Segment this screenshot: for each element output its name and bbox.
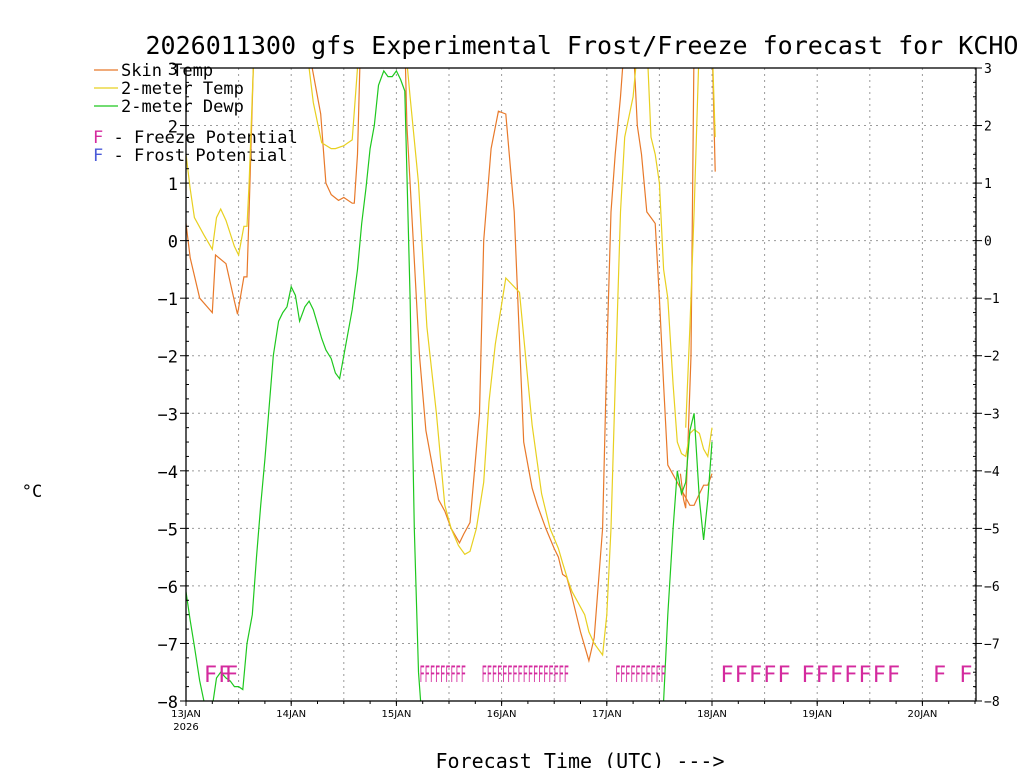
y-axis-label: °C bbox=[22, 482, 42, 502]
series-line-2-meter-temp bbox=[186, 68, 713, 657]
flag-legend-letter: F bbox=[93, 128, 103, 148]
grid-lines bbox=[186, 68, 976, 701]
freeze-flag-group: FF bbox=[204, 663, 233, 688]
series-group bbox=[186, 68, 716, 701]
freeze-flag-group: FFFFFFF bbox=[801, 663, 901, 688]
flag-legend-letter: F bbox=[93, 146, 103, 166]
y-tick-label: −8 bbox=[158, 693, 178, 713]
y-tick-label: −2 bbox=[158, 348, 178, 368]
flag-legend-entry: F - Frost Potential bbox=[93, 146, 287, 166]
x-tick-label: 17JAN bbox=[592, 709, 622, 720]
y-tick-label-right: −1 bbox=[984, 292, 1000, 307]
freeze-flag-group: F bbox=[959, 663, 973, 688]
series-line-2-meter-temp-part2 bbox=[685, 68, 716, 428]
y-tick-label: −3 bbox=[158, 405, 178, 425]
freeze-flag-group: FFFFFFFFFFFFFFFFF bbox=[482, 663, 569, 688]
freeze-flag-group: F bbox=[933, 663, 947, 688]
y-tick-label: −4 bbox=[158, 463, 178, 483]
plot-frame bbox=[185, 67, 977, 702]
y-tick-label-right: 3 bbox=[984, 62, 992, 77]
x-tick-label: 20JAN bbox=[907, 709, 937, 720]
y-tick-label-right: 2 bbox=[984, 120, 992, 135]
y-axis: −8 −8 −7 −7 −6 −6 −5 −5 −4 −4 −3 −3 −2 −2 −1 −1 0 0 1 1 2 2 3 3 bbox=[158, 60, 1000, 713]
legend-label: 2-meter Temp bbox=[121, 79, 244, 99]
y-tick-label: 1 bbox=[168, 175, 178, 195]
flag-legend-text: - Frost Potential bbox=[103, 146, 287, 166]
y-tick-label: −5 bbox=[158, 520, 178, 540]
flag-legend-entry: F - Freeze Potential bbox=[93, 128, 298, 148]
y-tick-label-right: −8 bbox=[984, 695, 1000, 710]
x-tick-label: 18JAN bbox=[697, 709, 727, 720]
y-tick-label-right: −2 bbox=[984, 350, 1000, 365]
x-tick-label: 13JAN bbox=[171, 709, 201, 720]
x-tick-label: 19JAN bbox=[802, 709, 832, 720]
y-tick-label: 0 bbox=[168, 233, 178, 253]
y-tick-label-right: 0 bbox=[984, 235, 992, 250]
legend-label: 2-meter Dewp bbox=[121, 97, 244, 117]
y-tick-label: −1 bbox=[158, 290, 178, 310]
x-axis-label: Forecast Time (UTC) ---> bbox=[436, 749, 725, 768]
y-tick-label: −6 bbox=[158, 578, 178, 598]
y-tick-label-right: 1 bbox=[984, 177, 992, 192]
y-tick-label-right: −5 bbox=[984, 522, 1000, 537]
freeze-flag-group: FFFFF bbox=[720, 663, 791, 688]
freeze-flag-group: FFFFFFFFF bbox=[420, 663, 466, 688]
x-axis: 13JAN 14JAN 15JAN 16JAN 17JAN 18JAN 19JAN 20JAN… bbox=[171, 701, 976, 733]
x-tick-label: 16JAN bbox=[487, 709, 517, 720]
legend-label: Skin Temp bbox=[121, 61, 213, 81]
x-year-label: 2026 bbox=[173, 722, 198, 733]
x-tick-label: 14JAN bbox=[276, 709, 306, 720]
flag-legend-text: - Freeze Potential bbox=[103, 128, 297, 148]
chart-title: 2026011300 gfs Experimental Frost/Freeze… bbox=[146, 31, 1019, 60]
series-line-2-meter-dewp bbox=[186, 69, 422, 701]
freeze-flags: FFF FFFFFFFFF FFFFFFFFFFFFFFFFF FFFFFFFFFF F… bbox=[204, 663, 973, 688]
x-tick-label: 15JAN bbox=[381, 709, 411, 720]
series-line-skin-temp bbox=[186, 68, 713, 664]
freeze-flag-group: F bbox=[225, 663, 239, 688]
y-tick-label: 3 bbox=[168, 60, 178, 80]
series-line-skin-temp-part2 bbox=[679, 68, 716, 509]
freeze-flag-group: FFFFFFFFFF bbox=[615, 663, 666, 688]
y-tick-label: 2 bbox=[168, 118, 178, 138]
y-tick-label-right: −4 bbox=[984, 465, 1000, 480]
y-tick-label-right: −6 bbox=[984, 580, 1000, 595]
y-tick-label-right: −7 bbox=[984, 637, 1000, 652]
y-tick-label-right: −3 bbox=[984, 407, 1000, 422]
y-tick-label: −7 bbox=[158, 635, 178, 655]
series-line-2-meter-dewp-part2 bbox=[662, 413, 713, 701]
